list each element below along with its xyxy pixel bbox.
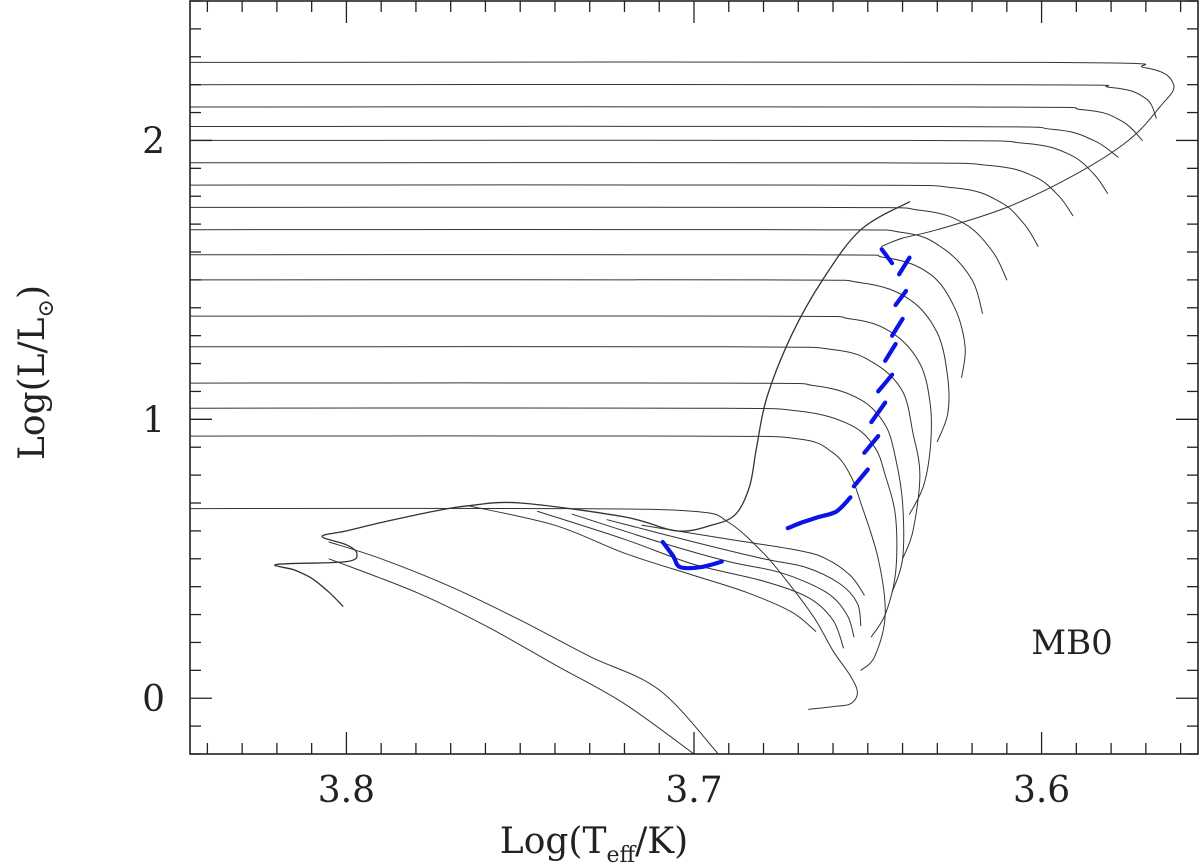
series-blue-d	[862, 434, 881, 455]
series-loop-0.30	[467, 505, 817, 632]
series-track-2.20	[190, 83, 1157, 119]
series-track-1.26	[190, 346, 921, 560]
series-loop-0.20	[571, 513, 855, 638]
y-tick-label-2: 2	[142, 121, 165, 162]
x-axis-label-base: Log(T	[500, 821, 607, 862]
series-blue-j	[897, 255, 912, 277]
x-axis-label: Log(Teff/K)	[500, 821, 688, 867]
y-tick-label-1: 1	[142, 400, 165, 441]
series-track-2.05	[190, 125, 1119, 158]
series-track-1.84	[190, 184, 1039, 247]
y-axis-label: Log(L/L⊙)	[12, 285, 59, 460]
series-track-1.59	[190, 254, 966, 378]
series-track-2.12	[190, 106, 1143, 141]
series-track-2.28	[190, 61, 1175, 247]
series-blue-i	[893, 288, 909, 308]
series-blue-g	[883, 341, 898, 363]
series-loop-0.15	[606, 519, 862, 627]
x-tick-label-3.6: 3.6	[1013, 770, 1070, 811]
series-track-1.92	[190, 162, 1074, 217]
series-track-1.13	[190, 382, 905, 593]
y-axis-label-subscript: ⊙	[34, 299, 59, 317]
series-extra-0.45	[328, 558, 695, 754]
series-track-1.50	[190, 279, 950, 443]
series-blue-a	[660, 539, 724, 571]
highlighted-segments	[660, 247, 912, 571]
x-axis-label-subscript: eff	[606, 843, 636, 867]
series-loop-0.12	[641, 524, 865, 596]
series-track-2.00	[190, 139, 1109, 194]
series-extra-0.55	[328, 541, 719, 754]
series-track-1.76	[190, 206, 1008, 281]
series-loop-0.24	[537, 510, 844, 649]
series-track-0.68	[190, 507, 858, 710]
evolutionary-tracks	[190, 61, 1175, 754]
y-axis-label-base: Log(L/L	[12, 317, 53, 460]
axis-ticks	[190, 0, 1198, 755]
model-annotation: MB0	[1031, 623, 1112, 663]
series-blue-e	[869, 400, 888, 425]
y-tick-label-0: 0	[142, 679, 165, 720]
x-tick-label-3.8: 3.8	[318, 770, 375, 811]
series-blue-f	[876, 372, 895, 394]
series-blue-h	[890, 316, 905, 338]
x-axis-label-tail: /K)	[635, 821, 688, 862]
y-axis-label-tail: )	[12, 285, 53, 299]
series-track-0.94	[190, 435, 886, 671]
x-tick-label-3.7: 3.7	[665, 770, 722, 811]
series-blue-c	[851, 467, 870, 489]
series-track-1.37	[190, 315, 932, 515]
series-birthline	[274, 201, 911, 607]
series-blue-k	[879, 247, 895, 266]
series-blue-b	[785, 495, 853, 531]
series-track-1.04	[190, 407, 898, 638]
plot-frame	[189, 0, 1199, 755]
series-track-1.68	[190, 228, 983, 314]
